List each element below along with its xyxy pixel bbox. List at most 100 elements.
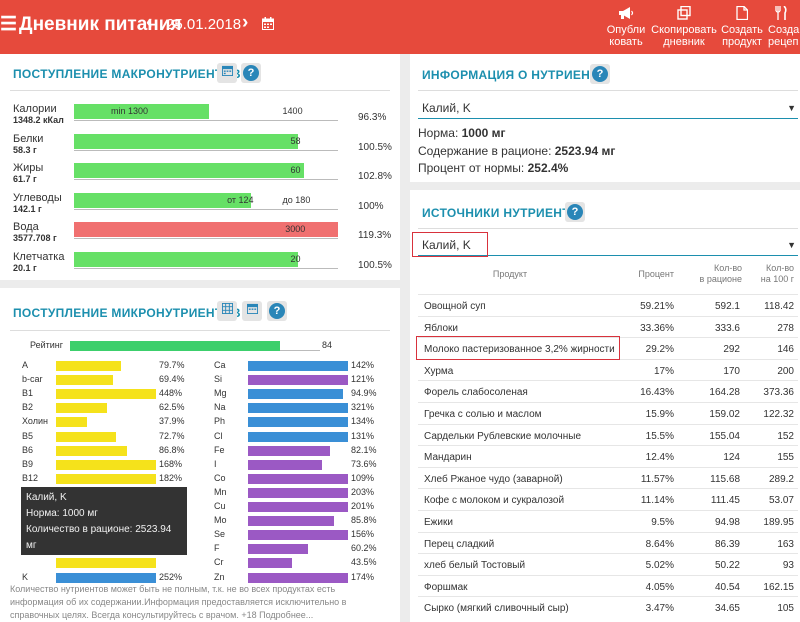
rating-track (70, 341, 320, 351)
product-per100: 189.95 (763, 517, 794, 528)
product-amount: 333.6 (714, 322, 740, 334)
nutrient-percent: 69.4% (159, 374, 185, 385)
nutrient-select[interactable]: Калий, K ▼ (418, 97, 798, 119)
mineral-row[interactable]: Ca 142% (200, 360, 400, 372)
table-row[interactable]: Молоко пастеризованное 3,2% жирности 29.2… (418, 337, 798, 360)
norm-value: 1000 мг (461, 126, 506, 140)
create-product-button[interactable]: Создать продукт (719, 5, 765, 48)
mineral-row[interactable]: Cr 43.5% (200, 557, 400, 569)
table-row[interactable]: Сырко (мягкий сливочный сыр) 3.47% 34.65 10… (418, 596, 798, 619)
macro-help-button[interactable]: ? (241, 63, 261, 83)
prev-day-button[interactable]: ‹ (146, 12, 153, 33)
mineral-row[interactable]: Se 156% (200, 529, 400, 541)
nutrient-name: B6 (22, 444, 34, 455)
macro-row: Вода 3577.708 г 3000 119.3% (0, 218, 400, 248)
copy-diary-label-2: дневник (663, 36, 705, 48)
product-amount: 115.68 (710, 473, 740, 485)
table-row[interactable]: Сардельки Рублевские молочные 15.5% 155.04… (418, 423, 798, 447)
tooltip-name: Калий, K (26, 492, 67, 503)
nutrient-name: F (214, 543, 220, 554)
table-row[interactable]: Гречка с солью и маслом 15.9% 159.02 122.32 (418, 402, 798, 425)
col-percent[interactable]: Процент (638, 269, 674, 279)
mineral-row[interactable]: Cl 131% (200, 431, 400, 443)
macro-bar-fill (74, 104, 209, 119)
macro-amount: 58.3 г (13, 144, 37, 155)
mineral-row[interactable]: Fe 82.1% (200, 445, 400, 457)
macro-calendar-button[interactable] (217, 63, 237, 83)
vitamin-row[interactable]: B9 168% (0, 459, 200, 471)
vitamin-row[interactable]: Холин 37.9% (0, 416, 200, 428)
table-row[interactable]: Мандарин 12.4% 124 155 (418, 445, 798, 468)
vitamin-row[interactable]: b-car 69.4% (0, 374, 200, 386)
mineral-row[interactable]: Mg 94.9% (200, 388, 400, 400)
copy-diary-button[interactable]: Скопировать дневник (650, 5, 718, 48)
micro-calendar-button[interactable] (242, 301, 262, 321)
nutrient-bar-fill (56, 431, 116, 442)
tooltip-amount: Количество в рационе: 2523.94 (26, 524, 172, 535)
menu-icon[interactable]: ☰ (0, 14, 18, 35)
micro-help-button[interactable]: ? (267, 301, 287, 321)
nutrient-bar-fill (56, 389, 156, 400)
product-name: Ежики (424, 517, 453, 528)
publish-button[interactable]: Опубли ковать (604, 6, 648, 48)
mineral-row[interactable]: Si 121% (200, 374, 400, 386)
mineral-row[interactable]: Cu 201% (200, 501, 400, 513)
mineral-row[interactable]: F 60.2% (200, 543, 400, 555)
product-percent: 16.43% (640, 387, 674, 399)
macro-row: Жиры 61.7 г 60 102.8% (0, 159, 400, 189)
vitamin-row[interactable]: B6 86.8% (0, 445, 200, 457)
mineral-row[interactable]: Mn 203% (200, 487, 400, 499)
table-row[interactable]: Овощной суп 59.21% 592.1 118.42 (418, 294, 798, 317)
micro-table-button[interactable] (217, 301, 237, 321)
macro-row: Углеводы 142.1 г от 124 до 180 100% (0, 189, 400, 219)
vitamin-row[interactable]: B1 448% (0, 388, 200, 400)
mineral-row[interactable]: Zn 174% (200, 572, 400, 584)
vitamin-row[interactable]: B5 72.7% (0, 431, 200, 443)
vitamin-row[interactable]: K 252% (0, 572, 200, 584)
product-per100: 162.15 (763, 581, 794, 593)
info-help-button[interactable]: ? (590, 64, 610, 84)
vitamin-row[interactable] (0, 557, 200, 569)
macro-bar: min 1300 1400 (74, 104, 338, 121)
date-display[interactable]: 25.01.2018 (166, 16, 242, 33)
nutrient-percent: 86.8% (159, 444, 185, 455)
col-amount[interactable]: Кол-во в рационе (690, 263, 742, 285)
table-icon (221, 303, 233, 314)
mineral-row[interactable]: I 73.6% (200, 459, 400, 471)
create-recipe-button[interactable]: Созда рецеп (768, 6, 800, 48)
nutrient-percent: 82.1% (351, 444, 377, 455)
micro-title: ПОСТУПЛЕНИЕ МИКРОНУТРИЕНТОВ (13, 306, 241, 320)
vitamin-row[interactable]: A 79.7% (0, 360, 200, 372)
mineral-row[interactable]: Co 109% (200, 473, 400, 485)
table-row[interactable]: Кофе с молоком и сукралозой 11.14% 111.45 5… (418, 488, 798, 511)
table-row[interactable]: Перец сладкий 8.64% 86.39 163 (418, 531, 798, 555)
mineral-row[interactable]: Ph 134% (200, 416, 400, 428)
nutrient-bar-fill (56, 445, 127, 456)
mineral-row[interactable]: Mo 85.8% (200, 515, 400, 527)
table-row[interactable]: Форель слабосоленая 16.43% 164.28 373.36 (418, 380, 798, 403)
table-row[interactable]: Хлеб Ржаное чудо (заварной) 11.57% 115.68 2… (418, 466, 798, 490)
content-label: Содержание в рационе: (418, 144, 552, 158)
table-row[interactable]: Хурма 17% 170 200 (418, 358, 798, 382)
macro-title: ПОСТУПЛЕНИЕ МАКРОНУТРИЕНТОВ (13, 67, 241, 81)
col-per100[interactable]: Кол-во на 100 г (748, 263, 794, 285)
table-row[interactable]: Ежики 9.5% 94.98 189.95 (418, 510, 798, 533)
sources-help-button[interactable]: ? (565, 202, 585, 222)
col-product[interactable]: Продукт (492, 269, 528, 279)
calendar-icon[interactable] (262, 17, 274, 34)
percent-label: Процент от нормы: (418, 161, 525, 175)
sources-nutrient-select[interactable]: Калий, K ▼ (418, 234, 798, 256)
vitamin-row[interactable]: B12 182% (0, 473, 200, 485)
macro-percent: 96.3% (358, 112, 387, 123)
next-day-button[interactable]: › (242, 12, 249, 33)
table-row[interactable]: хлеб белый Тостовый 5.02% 50.22 93 (418, 553, 798, 576)
nutrient-name: Zn (214, 571, 225, 582)
mineral-row[interactable]: Na 321% (200, 402, 400, 414)
table-row[interactable]: Форшмак 4.05% 40.54 162.15 (418, 574, 798, 598)
disclaimer-text: Количество нутриентов может быть не полн… (10, 584, 347, 620)
table-row[interactable]: Яблоки 33.36% 333.6 278 (418, 315, 798, 339)
vitamin-row[interactable]: B2 62.5% (0, 402, 200, 414)
macro-row: Белки 58.3 г 58 100.5% (0, 130, 400, 160)
nutrient-name: Холин (22, 416, 48, 427)
nutrient-percent: 448% (159, 388, 183, 399)
